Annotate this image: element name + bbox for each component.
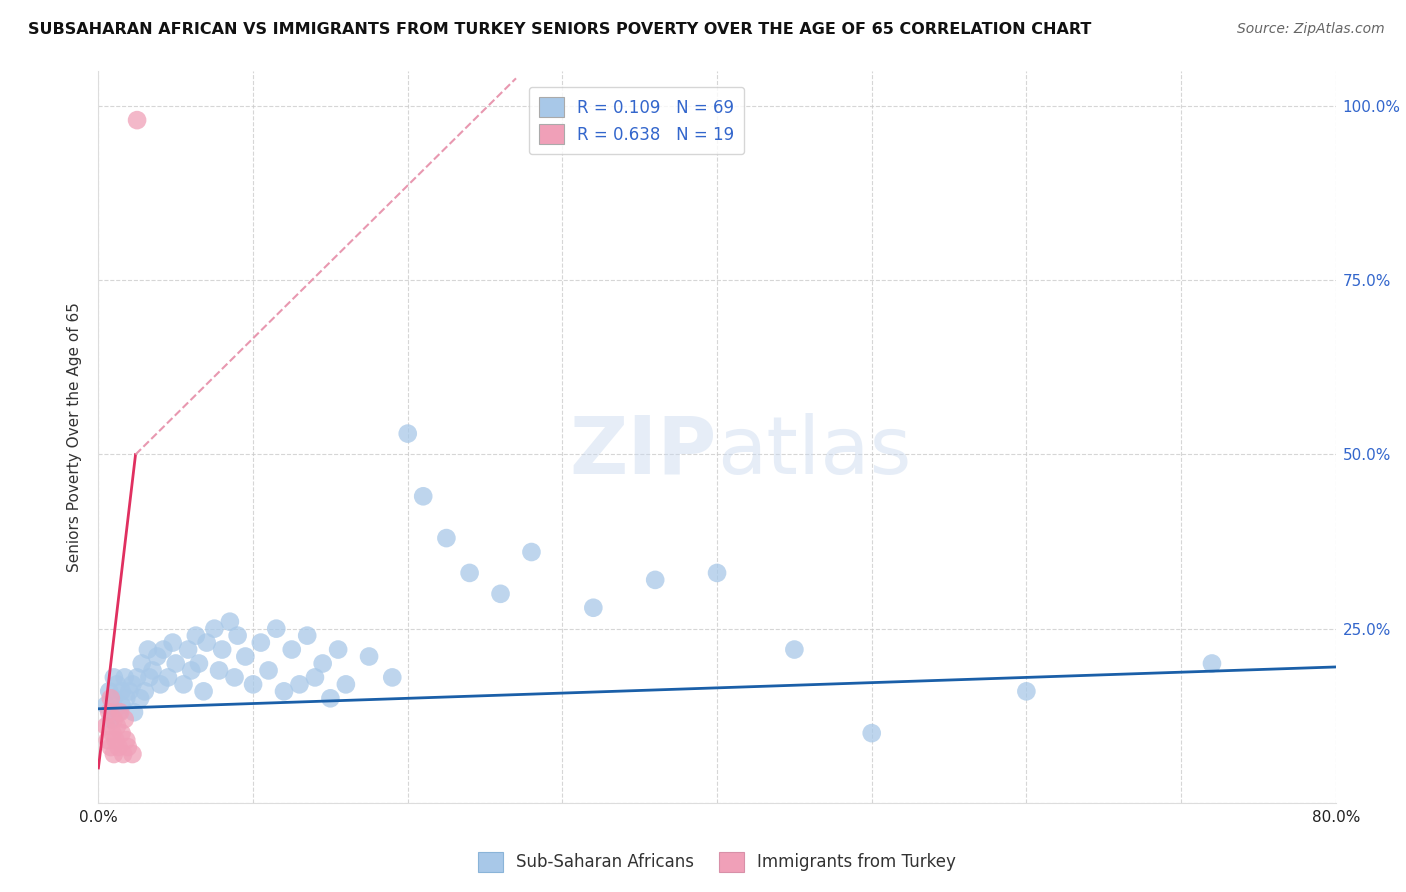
Point [783, 642, 806, 657]
Point [112, 747, 135, 761]
Point [138, 670, 160, 684]
Point [335, 677, 357, 691]
Point [281, 642, 304, 657]
Legend: Sub-Saharan Africans, Immigrants from Turkey: Sub-Saharan Africans, Immigrants from Tu… [471, 845, 963, 879]
Text: SUBSAHARAN AFRICAN VS IMMIGRANTS FROM TURKEY SENIORS POVERTY OVER THE AGE OF 65 : SUBSAHARAN AFRICAN VS IMMIGRANTS FROM TU… [28, 22, 1091, 37]
Point [204, 622, 226, 636]
Point [111, 684, 134, 698]
Point [288, 677, 311, 691]
Text: Source: ZipAtlas.com: Source: ZipAtlas.com [1237, 22, 1385, 37]
Point [357, 649, 380, 664]
Point [312, 657, 335, 671]
Text: atlas: atlas [717, 413, 911, 491]
Point [326, 642, 350, 657]
Point [127, 670, 149, 684]
Point [104, 733, 127, 747]
Point [257, 664, 280, 678]
Point [211, 642, 233, 657]
Point [122, 705, 145, 719]
Point [103, 712, 125, 726]
Point [115, 691, 138, 706]
Point [412, 489, 434, 503]
Point [184, 629, 207, 643]
Point [111, 698, 134, 713]
Point [165, 657, 187, 671]
Point [117, 740, 139, 755]
Point [105, 719, 128, 733]
Point [436, 531, 458, 545]
Point [644, 573, 666, 587]
Point [173, 677, 195, 691]
Point [177, 642, 200, 657]
Y-axis label: Seniors Poverty Over the Age of 65: Seniors Poverty Over the Age of 65 [67, 302, 83, 572]
Point [97, 733, 120, 747]
Point [115, 733, 138, 747]
Point [219, 615, 242, 629]
Point [131, 657, 153, 671]
Point [114, 712, 136, 726]
Point [162, 635, 184, 649]
Point [224, 670, 246, 684]
Point [103, 747, 125, 761]
Point [134, 684, 156, 698]
Point [381, 670, 404, 684]
Point [180, 664, 202, 678]
Point [1015, 684, 1038, 698]
Point [136, 642, 159, 657]
Point [107, 705, 129, 719]
Point [121, 677, 143, 691]
Point [273, 684, 295, 698]
Point [152, 642, 174, 657]
Point [103, 691, 125, 706]
Point [195, 635, 218, 649]
Point [121, 747, 143, 761]
Point [297, 629, 319, 643]
Point [107, 740, 129, 755]
Point [149, 677, 172, 691]
Point [108, 705, 131, 719]
Point [458, 566, 481, 580]
Point [142, 664, 165, 678]
Point [226, 629, 249, 643]
Point [100, 740, 122, 755]
Point [582, 600, 605, 615]
Point [235, 649, 257, 664]
Point [250, 635, 273, 649]
Point [146, 649, 169, 664]
Point [860, 726, 883, 740]
Point [1201, 657, 1223, 671]
Point [188, 657, 211, 671]
Point [706, 566, 728, 580]
Point [105, 677, 128, 691]
Point [100, 712, 122, 726]
Point [157, 670, 180, 684]
Point [129, 691, 152, 706]
Point [100, 691, 122, 706]
Text: ZIP: ZIP [569, 413, 717, 491]
Point [96, 698, 118, 713]
Point [103, 670, 125, 684]
Point [101, 726, 124, 740]
Point [242, 677, 264, 691]
Point [193, 684, 215, 698]
Point [304, 670, 326, 684]
Point [520, 545, 543, 559]
Point [208, 664, 231, 678]
Point [319, 691, 342, 706]
Point [118, 684, 141, 698]
Point [266, 622, 288, 636]
Point [96, 719, 118, 733]
Point [127, 113, 149, 128]
Point [111, 726, 134, 740]
Point [489, 587, 512, 601]
Point [114, 670, 136, 684]
Point [98, 684, 121, 698]
Point [396, 426, 419, 441]
Point [98, 705, 121, 719]
